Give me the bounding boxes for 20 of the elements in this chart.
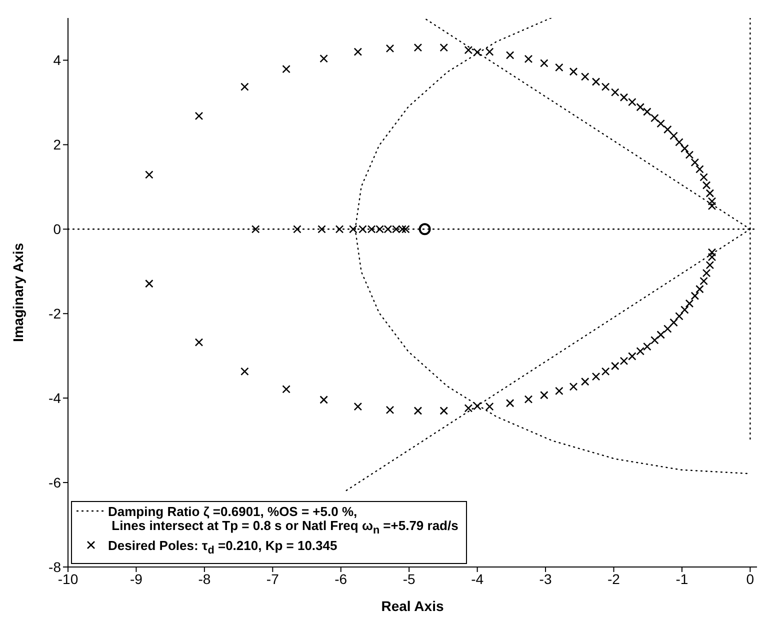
x-tick-label: -6 xyxy=(334,570,348,587)
y-tick-label: -6 xyxy=(48,474,62,491)
x-tick-label: -8 xyxy=(198,570,211,587)
x-tick-label: -1 xyxy=(676,570,688,587)
y-tick-label: -4 xyxy=(48,390,62,406)
legend-label: Desired Poles: τ$_{d}$ =0.210, Kp = 10.345 xyxy=(108,538,338,558)
x-tick-label: -5 xyxy=(402,570,416,587)
x-tick-label: -9 xyxy=(130,570,143,587)
y-axis-title: Imaginary Axis xyxy=(10,242,26,342)
x-axis-title: Real Axis xyxy=(381,598,444,614)
y-tick-label: 0 xyxy=(53,221,62,238)
y-tick-label: -2 xyxy=(48,306,62,322)
x-tick-label: -4 xyxy=(471,570,484,587)
x-tick-label: 0 xyxy=(746,570,754,587)
x-tick-label: -2 xyxy=(608,570,620,587)
x-tick-label: -3 xyxy=(539,570,552,587)
y-tick-label: 4 xyxy=(53,52,62,68)
x-tick-label: -7 xyxy=(266,570,280,587)
legend-label: Damping Ratio ζ =0.6901, %OS = +5.0 %, Lines intersect at Tp = 0.8 s or Natl Freq ω$_{n}$ =+5.79 rad/s xyxy=(108,504,458,538)
y-tick-label: 2 xyxy=(53,136,62,153)
